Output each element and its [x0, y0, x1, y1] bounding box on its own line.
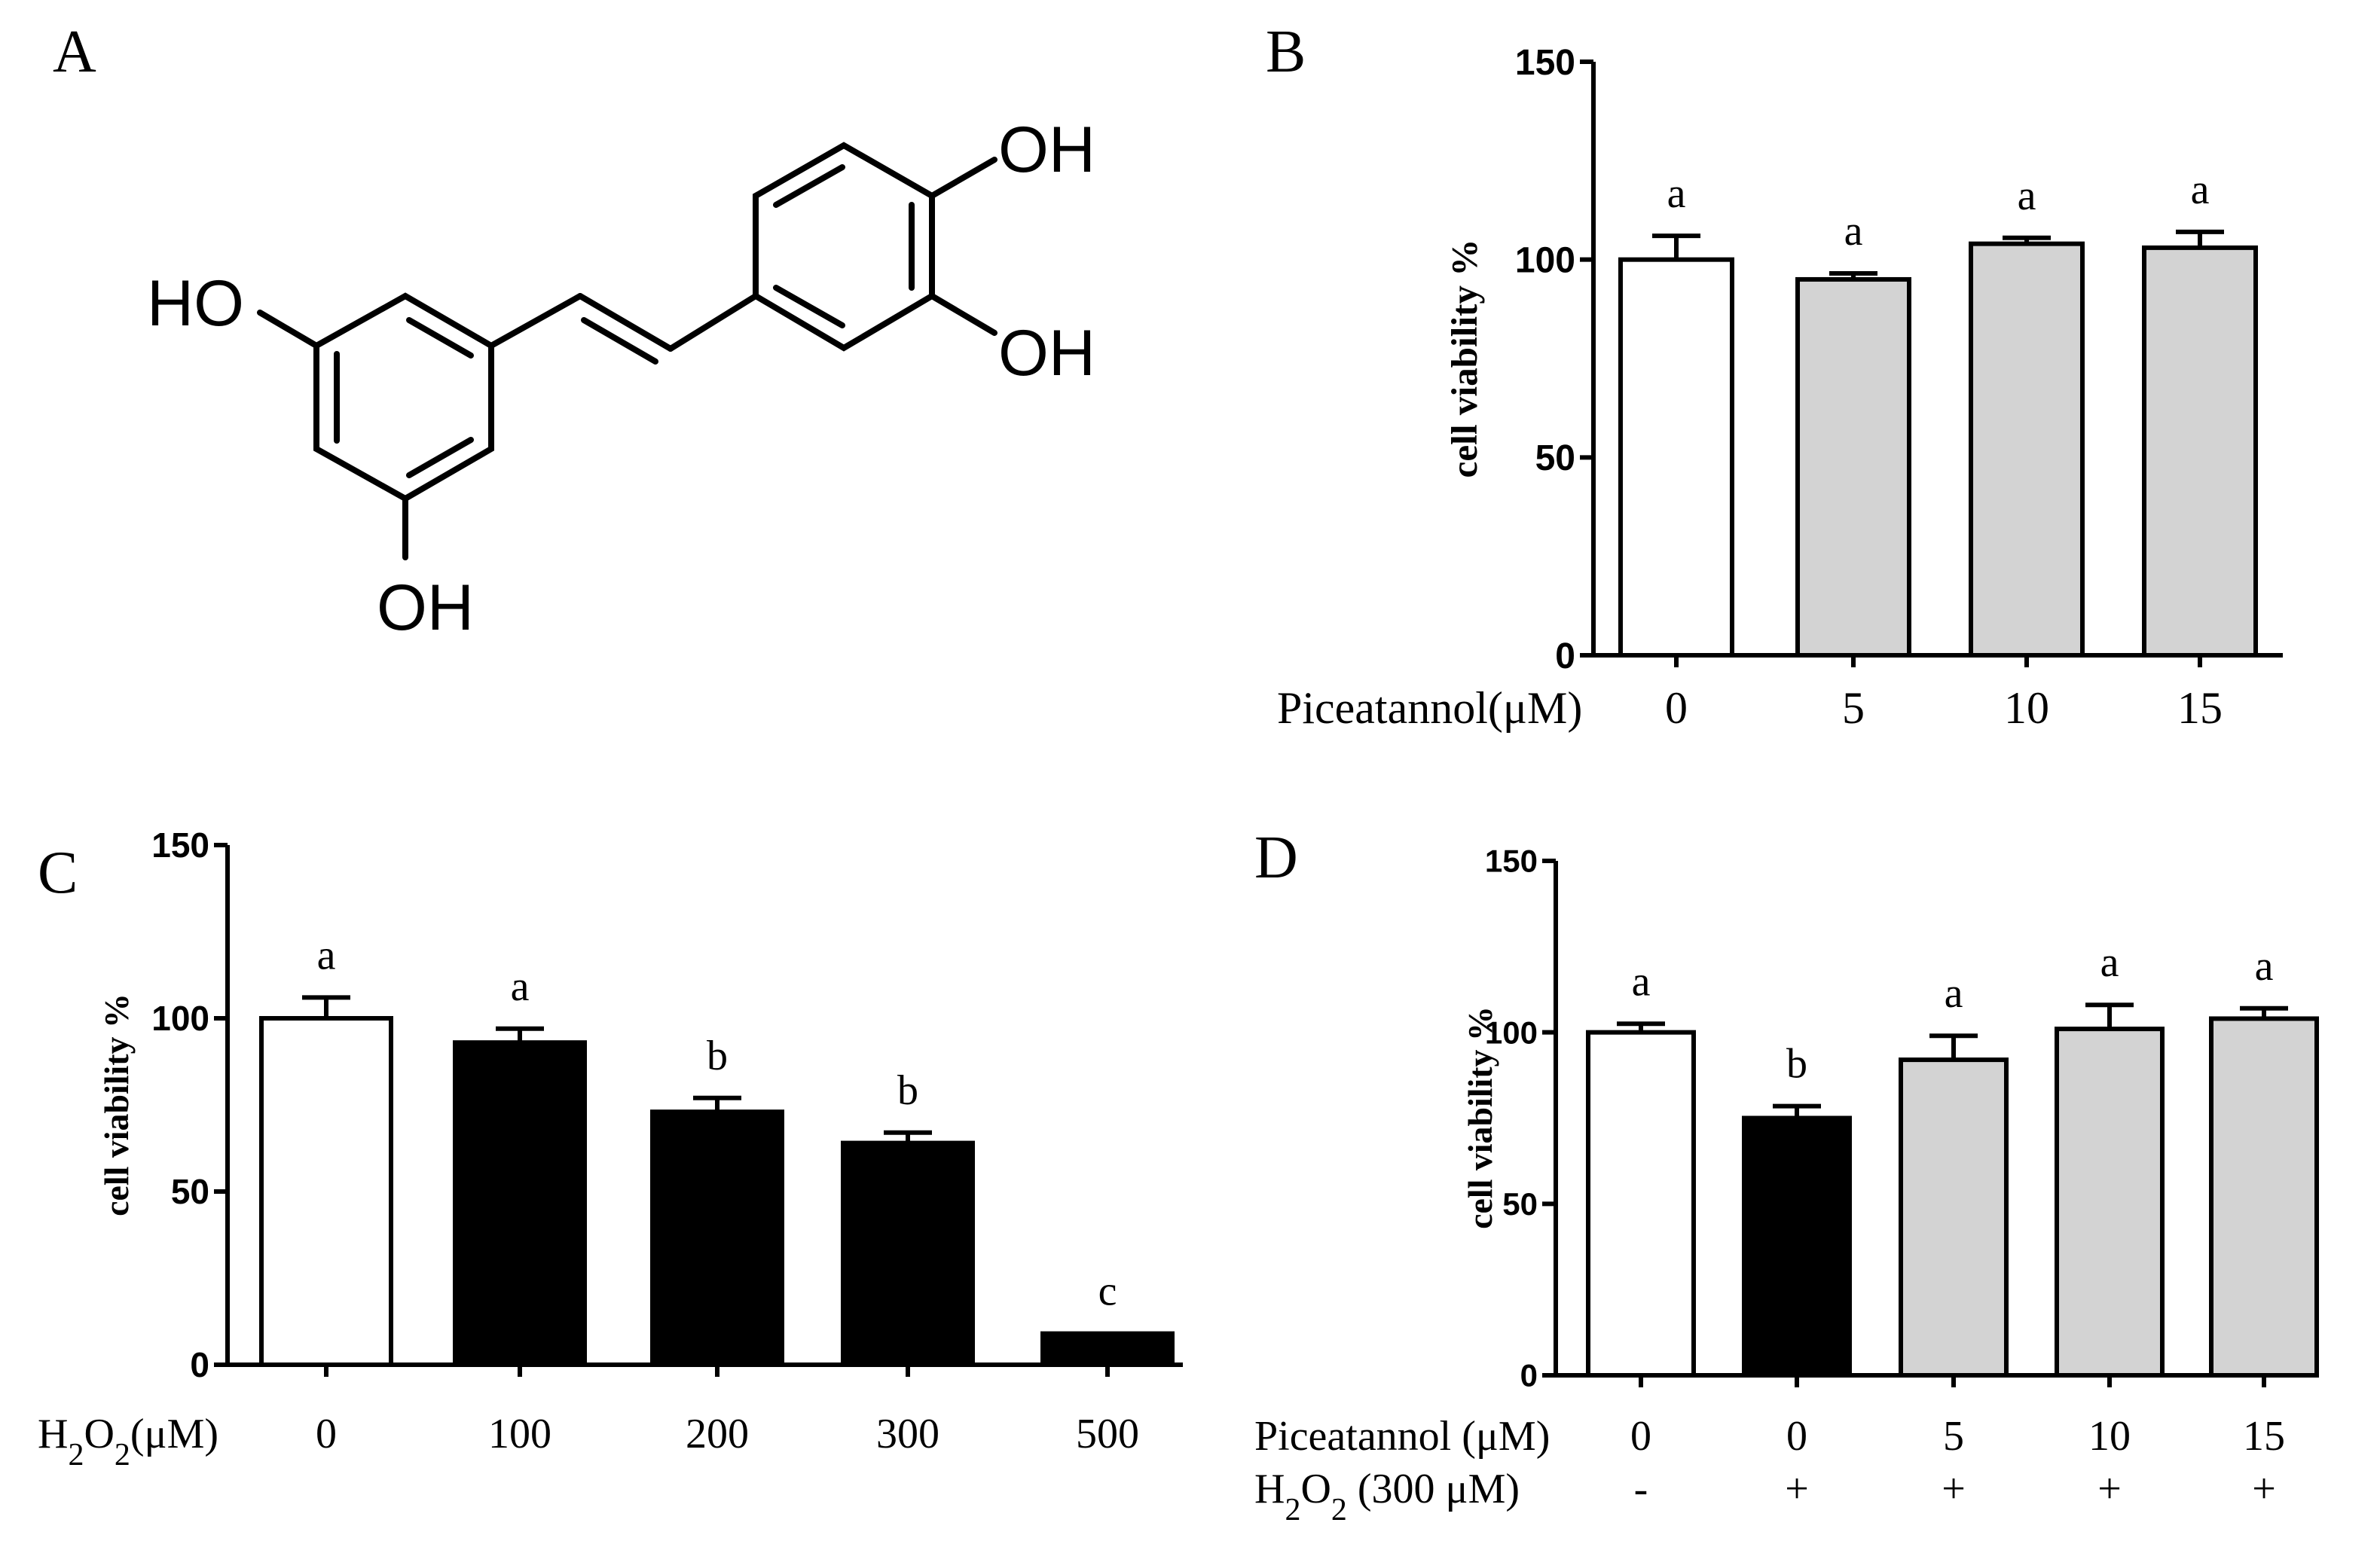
- left-ring-inner-bond: [406, 317, 474, 359]
- bar: [1586, 1030, 1696, 1378]
- left-ring-bond: [313, 292, 494, 502]
- y-tick-label: 0: [1555, 636, 1575, 676]
- bar: [2142, 245, 2258, 658]
- significance-letter: a: [2018, 172, 2036, 219]
- right-ring-inner-bond: [773, 285, 845, 328]
- x-tick-label: 200: [686, 1411, 749, 1457]
- significance-letter: a: [2100, 939, 2119, 986]
- x-tick-label: 300: [876, 1411, 939, 1457]
- bar: [1795, 276, 1911, 658]
- row-label: H2O2(μM): [38, 1411, 218, 1472]
- row-label: Piceatannol(μM): [1277, 683, 1582, 733]
- molecule-labels: OH OH HO OH: [147, 114, 1095, 644]
- significance-letter: a: [1667, 170, 1686, 217]
- vinyl-bond: [488, 293, 583, 349]
- y-axis-label: cell viability %: [1461, 1006, 1499, 1229]
- x-tick-label: 0: [316, 1411, 337, 1457]
- significance-letter: a: [317, 932, 336, 978]
- y-tick-label: 150: [1515, 43, 1575, 83]
- x-tick-label-row2: +: [1785, 1466, 1809, 1512]
- oh-label: OH: [998, 114, 1095, 186]
- row-label: Piceatannol (μM): [1254, 1413, 1550, 1460]
- significance-letter: b: [707, 1033, 728, 1079]
- bar: [2209, 1016, 2319, 1378]
- x-tick-label-row2: -: [1634, 1466, 1648, 1512]
- vinyl-double-bond-inner: [581, 317, 658, 365]
- bar: [1969, 241, 2085, 658]
- y-tick-label: 100: [1485, 1015, 1538, 1050]
- bar: [1618, 257, 1734, 658]
- oh-bond: [929, 157, 998, 199]
- y-tick-label: 0: [1520, 1358, 1538, 1393]
- x-tick-label: 10: [2088, 1413, 2131, 1460]
- ho-label: HO: [147, 267, 244, 340]
- significance-letter: b: [897, 1067, 918, 1114]
- left-ring-inner-bond: [406, 437, 474, 478]
- y-tick-label: 50: [1535, 438, 1575, 478]
- x-tick-label: 15: [2177, 683, 2223, 733]
- significance-letter: a: [2255, 943, 2274, 990]
- chart-panel-b: 0 50 100 150 cell viability % a 0 a 5 a 10 a 15 Picea…: [1277, 43, 2283, 733]
- x-tick-label-row2: +: [2252, 1466, 2276, 1512]
- right-ring-inner-bond: [773, 164, 845, 208]
- panel-label-c: C: [38, 840, 78, 906]
- bar: [259, 1016, 393, 1367]
- significance-letter: b: [1786, 1041, 1807, 1088]
- significance-letter: a: [2191, 166, 2210, 213]
- panel-label-a: A: [53, 19, 96, 85]
- significance-letter: a: [511, 963, 530, 1010]
- x-tick-label: 5: [1842, 683, 1865, 733]
- x-tick-label: 100: [488, 1411, 551, 1457]
- vinyl-double-bond: [577, 293, 674, 352]
- x-tick-label-row2: +: [1942, 1466, 1966, 1512]
- y-tick-label: 50: [171, 1172, 209, 1211]
- oh-label: OH: [998, 317, 1095, 389]
- chart-panel-c: 0 50 100 150 cell viability % a 0 a 100 b 200 b 300 c…: [38, 825, 1183, 1472]
- oh-bond: [257, 310, 319, 349]
- x-tick-label: 15: [2243, 1413, 2285, 1460]
- significance-letter: a: [1844, 208, 1863, 255]
- vinyl-bond: [668, 293, 759, 352]
- oh-label: OH: [377, 572, 474, 644]
- y-tick-label: 100: [1515, 240, 1575, 280]
- panel-label-b: B: [1266, 19, 1306, 85]
- y-tick-label: 50: [1502, 1186, 1538, 1222]
- x-tick-label: 5: [1943, 1413, 1964, 1460]
- x-tick-label: 0: [1786, 1413, 1807, 1460]
- bar: [2055, 1027, 2165, 1378]
- y-tick-label: 0: [190, 1345, 209, 1384]
- bar: [841, 1140, 975, 1367]
- y-tick-label: 100: [151, 999, 209, 1038]
- right-ring-bond: [753, 142, 935, 352]
- y-axis-label: cell viability %: [97, 993, 136, 1216]
- chart-panel-d: 0 50 100 150 cell viability % a 0 - b 0 + a 5 + a 10 + a 1…: [1254, 844, 2319, 1527]
- oh-bond: [929, 293, 998, 336]
- bar: [1040, 1331, 1175, 1367]
- significance-letter: a: [1945, 970, 1963, 1017]
- y-tick-label: 150: [1485, 844, 1538, 879]
- piceatannol-structure: [257, 142, 998, 560]
- x-tick-label: 10: [2004, 683, 2049, 733]
- x-tick-label: 0: [1665, 683, 1688, 733]
- y-tick-label: 150: [151, 825, 209, 865]
- y-axis-label: cell viability %: [1444, 240, 1485, 478]
- row-label: H2O2 (300 μM): [1254, 1466, 1520, 1527]
- x-tick-label-row2: +: [2097, 1466, 2122, 1512]
- bar: [453, 1040, 587, 1367]
- x-tick-label: 0: [1630, 1413, 1651, 1460]
- significance-letter: a: [1632, 958, 1651, 1005]
- bar: [1742, 1115, 1852, 1378]
- bar: [650, 1109, 784, 1367]
- significance-letter: c: [1098, 1268, 1117, 1315]
- panel-label-d: D: [1254, 825, 1298, 891]
- x-tick-label: 500: [1076, 1411, 1139, 1457]
- bar: [1899, 1057, 2009, 1378]
